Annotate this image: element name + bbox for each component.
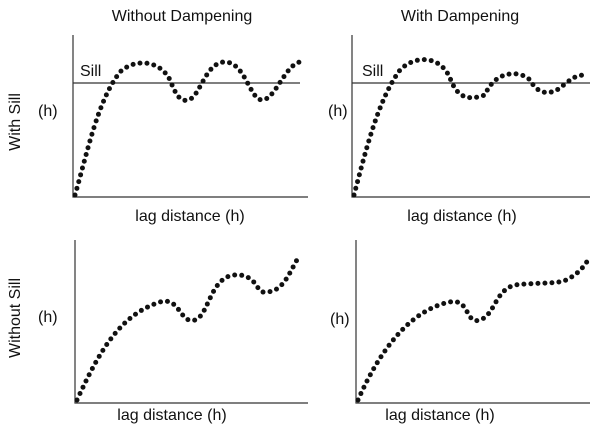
curve (72, 59, 303, 198)
panel: Sill (h) lag distance (h) (38, 35, 308, 225)
y-label: (h) (330, 311, 350, 328)
x-label: lag distance (h) (385, 407, 494, 424)
x-label: lag distance (h) (135, 208, 244, 225)
curve (351, 57, 588, 198)
axes (351, 35, 590, 198)
curve (355, 257, 591, 403)
y-label: (h) (38, 309, 58, 326)
y-label: (h) (328, 103, 348, 120)
y-label: (h) (38, 103, 58, 120)
axes (74, 240, 308, 404)
row-title: Without Sill (7, 278, 24, 358)
panel: (h) lag distance (h) (330, 240, 591, 424)
sill-label: Sill (80, 63, 101, 80)
column-title: With Dampening (401, 8, 519, 25)
curve (74, 252, 303, 403)
axes (72, 35, 308, 198)
panel: (h) lag distance (h) (38, 240, 308, 424)
sill-label: Sill (362, 63, 383, 80)
axes (355, 240, 590, 404)
column-title: Without Dampening (112, 8, 253, 25)
x-label: lag distance (h) (117, 407, 226, 424)
panel: Sill (h) lag distance (h) (328, 35, 590, 225)
row-title: With Sill (7, 93, 24, 151)
x-label: lag distance (h) (407, 208, 516, 225)
